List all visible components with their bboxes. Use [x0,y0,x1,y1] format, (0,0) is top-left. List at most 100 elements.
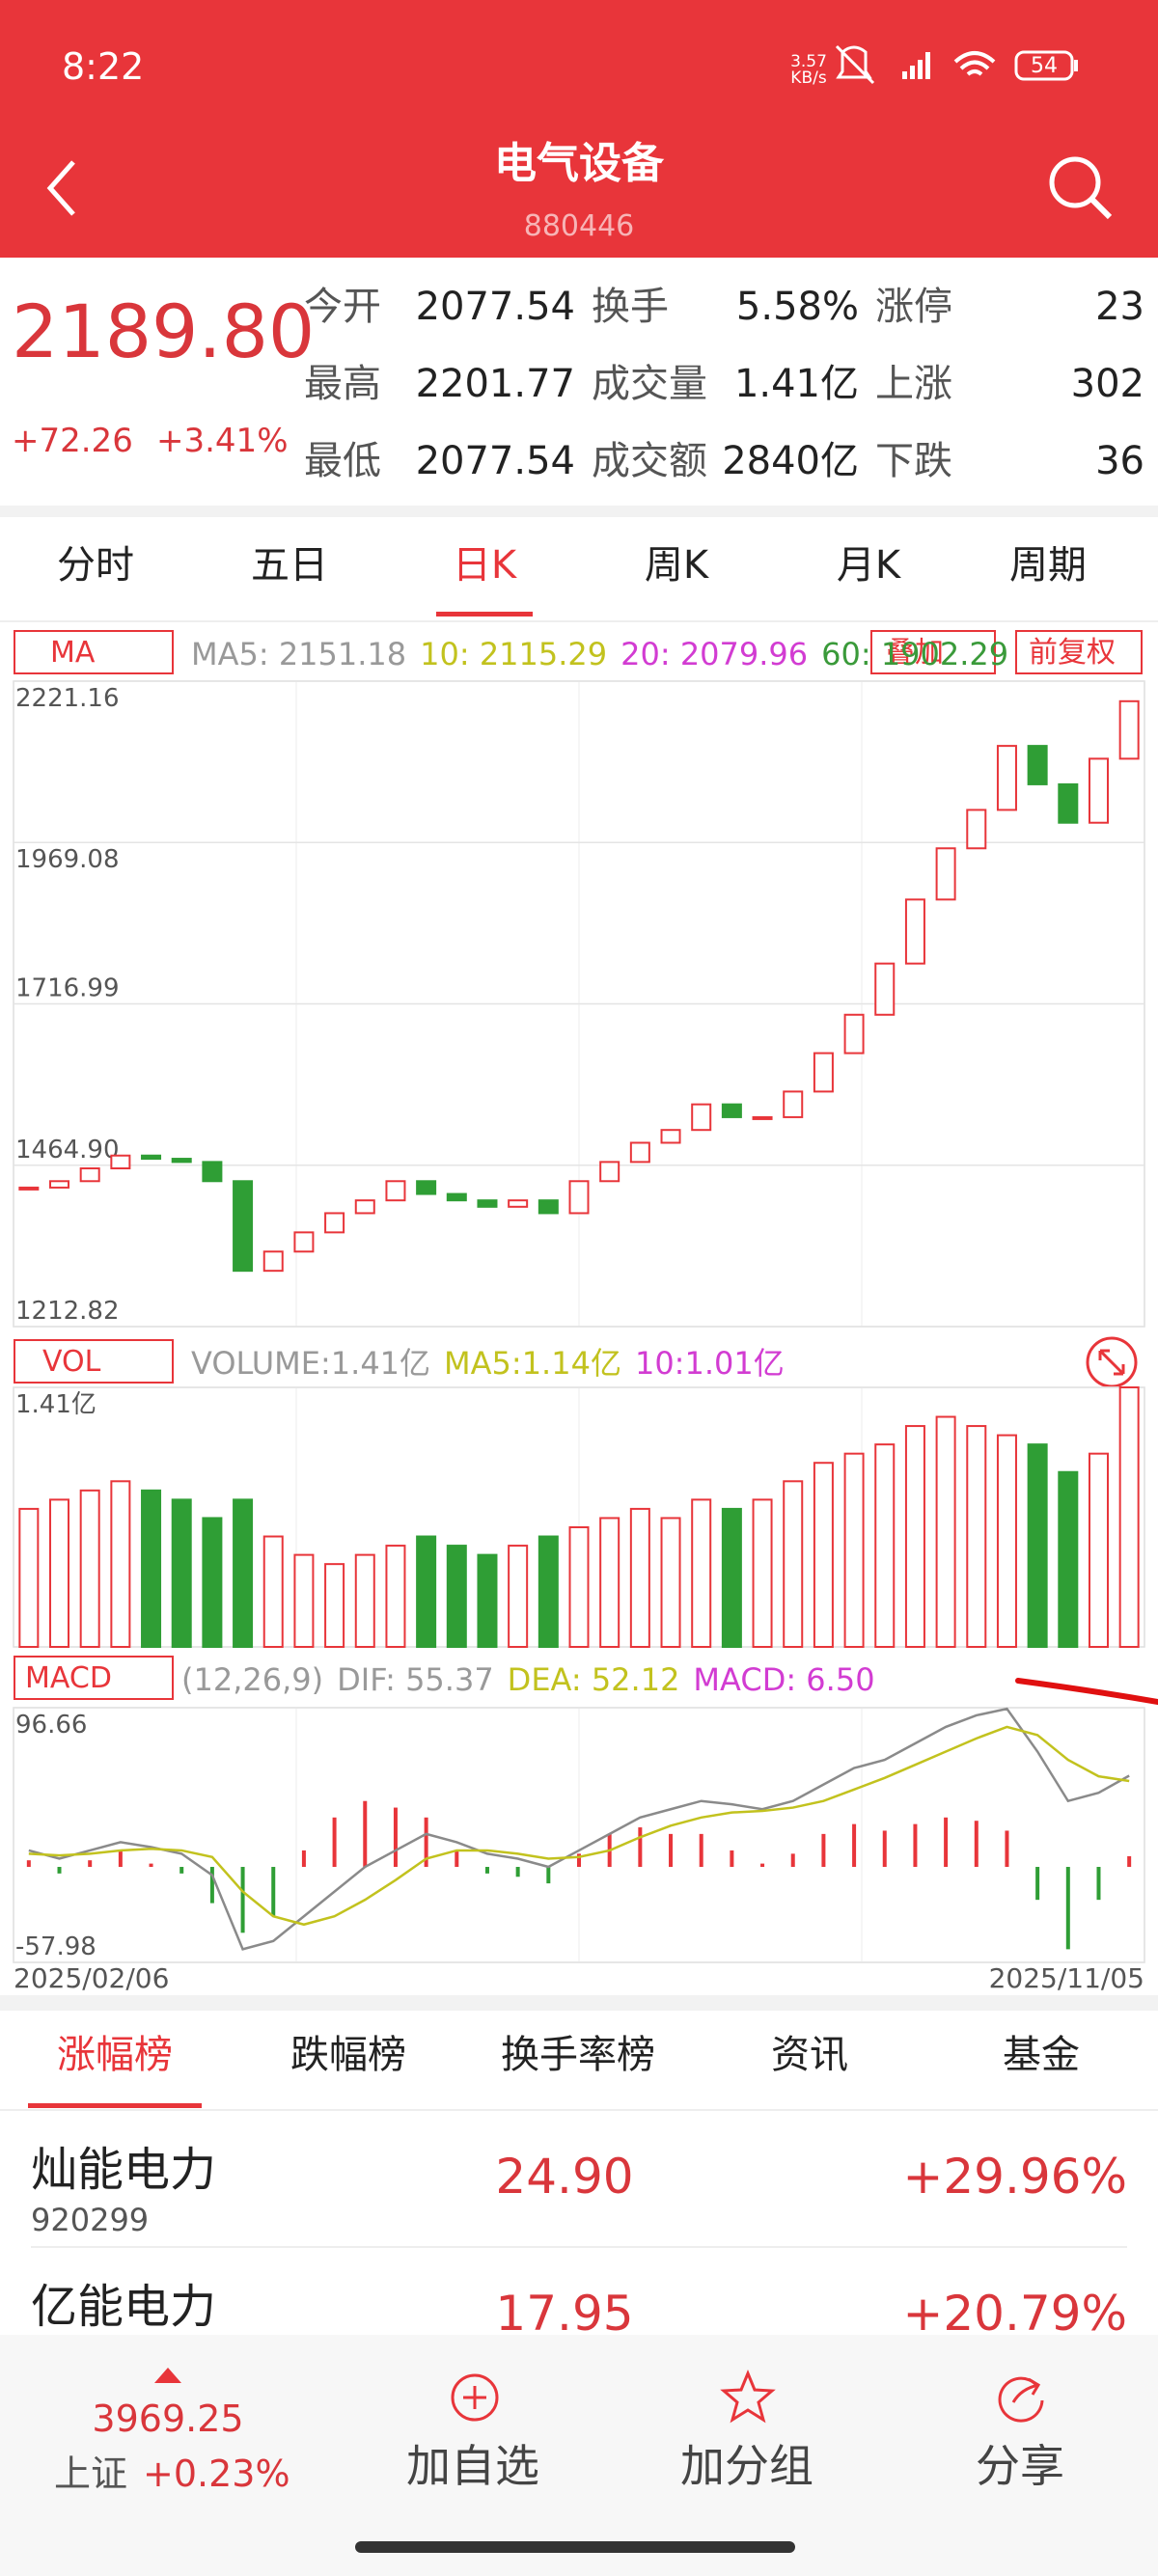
search-button[interactable] [1042,150,1119,227]
candle [874,962,896,1016]
macd-bar [730,1850,734,1868]
list-tab[interactable]: 跌幅榜 [290,2033,406,2077]
list-tab[interactable]: 换手率榜 [501,2033,655,2077]
y-tick-label: -57.98 [15,1932,96,1961]
macd-bar [669,1833,674,1868]
annotation-stroke [1015,1678,1158,1705]
candle [79,1167,100,1183]
adjust-button[interactable] [1015,630,1143,674]
volume-bar [629,1507,650,1649]
list-tab[interactable]: 涨幅榜 [57,2033,173,2077]
separator [0,620,1158,622]
footer-button[interactable]: 分享 [976,2440,1064,2492]
macd-bar [577,1853,581,1868]
stock-name[interactable]: 亿能电力 [31,2280,217,2334]
candle [1088,757,1109,824]
add-icon[interactable] [449,2371,501,2424]
footer-button[interactable]: 加自选 [406,2440,539,2492]
candle [752,1115,773,1120]
macd-bar [455,1850,459,1868]
candle [110,1154,131,1170]
y-tick-label: 1.41亿 [15,1390,96,1419]
tab[interactable]: 分时 [57,543,134,588]
field-value: 2840亿 [722,439,859,483]
macd-bar [760,1863,765,1868]
stock-price: 24.90 [495,2149,634,2205]
indicator-select[interactable] [14,1656,174,1700]
macd-bar [638,1827,643,1868]
candle [1058,782,1079,824]
y-tick-label: 1716.99 [15,974,120,1003]
y-tick-label: 1969.08 [15,845,120,874]
volume-bar [660,1517,681,1648]
x-date-label: 2025/11/05 [989,1962,1144,1994]
volume-bar [752,1498,773,1648]
stock-name[interactable]: 灿能电力 [31,2143,217,2197]
volume-bar [721,1507,742,1649]
candle [171,1158,192,1164]
volume-bar [446,1545,467,1648]
macd-bar [393,1807,398,1868]
macd-bar [790,1853,795,1868]
tab[interactable]: 日K [452,543,517,588]
tab[interactable]: 周K [644,543,709,588]
candle [49,1180,70,1189]
macd-bar [1005,1830,1009,1868]
volume-bar [935,1415,956,1648]
candle [18,1186,40,1191]
candle [354,1199,375,1215]
legend-item: MA5: 2151.18 [191,636,407,672]
field-label: 上涨 [875,362,952,406]
field-value: 1.41亿 [733,362,859,406]
field-value: 36 [1095,439,1144,483]
candle [233,1180,254,1273]
expand-button[interactable] [1085,1335,1139,1389]
tab[interactable]: 五日 [251,543,328,588]
overlay-button[interactable] [870,630,996,674]
volume-bar [18,1507,40,1649]
volume-bar [691,1498,712,1648]
macd-bar [974,1821,979,1868]
separator [0,506,1158,517]
legend-item: DEA: 52.12 [507,1661,680,1698]
volume-bar [79,1489,100,1649]
candle [1118,699,1140,760]
back-button[interactable] [39,154,87,222]
tab[interactable]: 周期 [1009,543,1087,588]
candle [538,1199,559,1215]
tab[interactable]: 月K [836,543,901,588]
volume-bar [1027,1443,1048,1648]
volume-bar [813,1462,834,1648]
list-tab[interactable]: 资讯 [771,2033,848,2077]
candle [904,898,925,965]
macd-bar [26,1860,31,1868]
volume-bar [904,1425,925,1649]
candle [446,1192,467,1202]
field-label: 今开 [304,285,381,329]
macd-bar [546,1867,551,1884]
field-value: 2077.54 [415,285,575,329]
star-icon[interactable] [720,2370,776,2425]
indicator-select[interactable] [14,1339,174,1384]
macd-bar [57,1867,62,1874]
volume-bar [1118,1386,1140,1648]
tab-underline [436,612,533,617]
macd-bar [332,1817,337,1868]
legend-item: DIF: 55.37 [337,1661,494,1698]
stock-price: 17.95 [495,2286,634,2342]
macd-bar [852,1823,857,1868]
indicator-select[interactable] [14,630,174,674]
indicator-name: MACD [25,1661,112,1695]
header-bg [0,0,1158,258]
volume-bar [568,1525,590,1649]
page-code: 880446 [523,209,635,243]
list-tab[interactable]: 基金 [1003,2033,1080,2077]
field-label: 成交量 [592,362,707,406]
footer-button[interactable]: 加分组 [680,2440,813,2492]
candle [813,1052,834,1093]
candle [508,1199,529,1208]
candle [629,1141,650,1164]
macd-bar [1096,1867,1101,1901]
candle [324,1212,345,1234]
share-icon[interactable] [994,2371,1048,2425]
